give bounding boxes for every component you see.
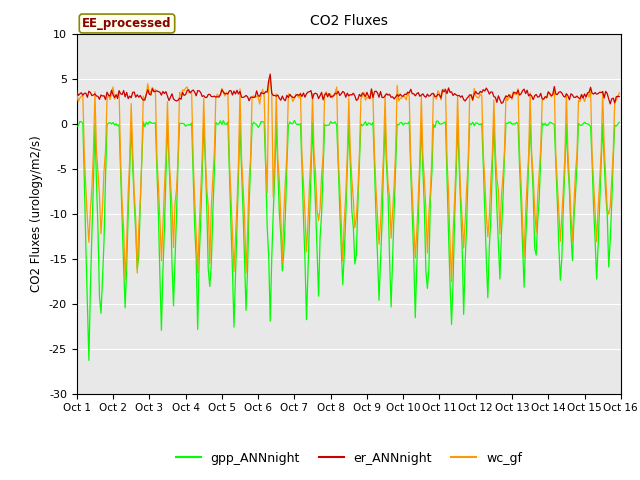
Y-axis label: CO2 Fluxes (urology/m2/s): CO2 Fluxes (urology/m2/s) bbox=[30, 135, 44, 292]
Legend: gpp_ANNnight, er_ANNnight, wc_gf: gpp_ANNnight, er_ANNnight, wc_gf bbox=[171, 447, 527, 469]
Title: CO2 Fluxes: CO2 Fluxes bbox=[310, 14, 388, 28]
Text: EE_processed: EE_processed bbox=[82, 17, 172, 30]
